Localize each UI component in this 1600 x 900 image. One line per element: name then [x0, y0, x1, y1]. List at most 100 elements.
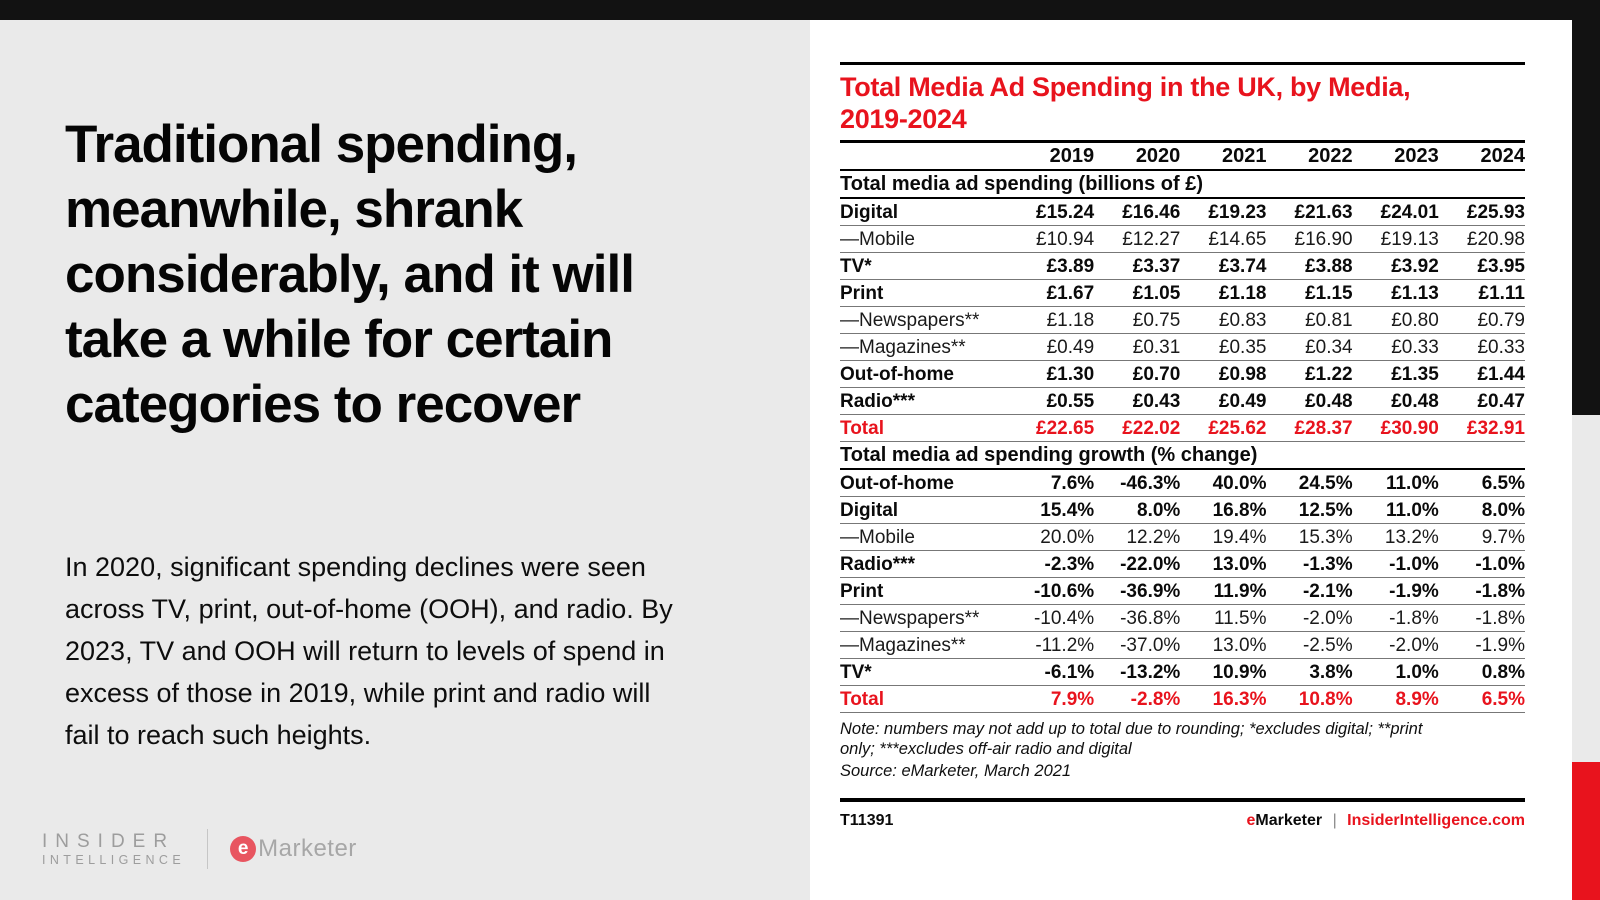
insider-intelligence-logo: INSIDER INTELLIGENCE	[42, 831, 185, 868]
footer-rule	[840, 798, 1525, 802]
table-row: Total £22.65 £22.02 £25.62 £28.37 £30.90 £32.9…	[840, 414, 1525, 442]
table-cell: £30.90	[1352, 414, 1439, 442]
table-cell: £0.81	[1266, 306, 1353, 334]
row-label: Print	[840, 279, 1008, 307]
table-cell: 13.0%	[1180, 631, 1267, 659]
table-cell: 10.9%	[1180, 658, 1267, 686]
table-cell: -1.0%	[1438, 550, 1525, 578]
table-cell: £14.65	[1180, 225, 1267, 253]
table-note: Note: numbers may not add up to total du…	[840, 720, 1423, 758]
section-header-row: Total media ad spending (billions of £)	[840, 170, 1525, 199]
table-cell: £0.47	[1438, 387, 1525, 415]
row-label: Radio***	[840, 387, 1008, 415]
footer-site-link[interactable]: InsiderIntelligence.com	[1347, 812, 1525, 829]
table-cell: £22.02	[1094, 414, 1181, 442]
table-cell: £0.48	[1266, 387, 1353, 415]
table-cell: 11.0%	[1352, 496, 1439, 524]
row-label: —Magazines**	[840, 333, 1008, 361]
table-cell: 1.0%	[1352, 658, 1439, 686]
table-cell: £0.33	[1438, 333, 1525, 361]
table-cell: -1.0%	[1352, 550, 1439, 578]
table-cell: -22.0%	[1094, 550, 1181, 578]
table-cell: £1.18	[1008, 306, 1095, 334]
table-cell: £25.62	[1180, 414, 1267, 442]
table-cell: £3.88	[1266, 252, 1353, 280]
table-cell: £1.22	[1266, 360, 1353, 388]
table-row: —Newspapers** £1.18 £0.75 £0.83 £0.81 £0.80 £0…	[840, 306, 1525, 334]
table-row: Radio*** -2.3% -22.0% 13.0% -1.3% -1.0% -1.0%	[840, 550, 1525, 578]
table-source: Source: eMarketer, March 2021	[840, 762, 1072, 780]
table-cell: -1.8%	[1438, 604, 1525, 632]
year-header: 2020	[1094, 143, 1181, 171]
table-cell: -37.0%	[1094, 631, 1181, 659]
table-cell: £3.74	[1180, 252, 1267, 280]
table-cell: £0.79	[1438, 306, 1525, 334]
table-row: —Mobile 20.0% 12.2% 19.4% 15.3% 13.2% 9.7%	[840, 523, 1525, 551]
table-row: Out-of-home 7.6% -46.3% 40.0% 24.5% 11.0% 6.5%	[840, 469, 1525, 497]
table-cell: 15.4%	[1008, 496, 1095, 524]
table-cell: 6.5%	[1438, 469, 1525, 497]
table-cell: £0.33	[1352, 333, 1439, 361]
footer-brand-e: e	[1246, 812, 1256, 829]
table-cell: £0.49	[1180, 387, 1267, 415]
table-cell: £1.11	[1438, 279, 1525, 307]
row-label: Out-of-home	[840, 360, 1008, 388]
table-cell: £3.89	[1008, 252, 1095, 280]
table-cell: 11.0%	[1352, 469, 1439, 497]
table-cell: £0.34	[1266, 333, 1353, 361]
year-header-blank	[840, 143, 1008, 171]
insider-wordmark: INSIDER	[42, 830, 176, 852]
table-cell: £1.13	[1352, 279, 1439, 307]
table-cell: 13.0%	[1180, 550, 1267, 578]
table-cell: 12.5%	[1266, 496, 1353, 524]
section-header: Total media ad spending (billions of £)	[840, 170, 1525, 199]
table-row: TV* -6.1% -13.2% 10.9% 3.8% 1.0% 0.8%	[840, 658, 1525, 686]
edge-strip-black	[1572, 0, 1600, 415]
table-cell: 7.6%	[1008, 469, 1095, 497]
table-cell: £0.49	[1008, 333, 1095, 361]
media-spending-table: 2019 2020 2021 2022 2023 2024 Total media ad …	[840, 143, 1525, 713]
table-cell: £0.83	[1180, 306, 1267, 334]
table-cell: £32.91	[1438, 414, 1525, 442]
years-header-row: 2019 2020 2021 2022 2023 2024	[840, 143, 1525, 171]
table-cell: -10.4%	[1008, 604, 1095, 632]
table-cell: £1.05	[1094, 279, 1181, 307]
year-header: 2019	[1008, 143, 1095, 171]
table-cell: 10.8%	[1266, 685, 1353, 713]
table-cell: £20.98	[1438, 225, 1525, 253]
table-row: Print £1.67 £1.05 £1.18 £1.15 £1.13 £1.11	[840, 279, 1525, 307]
table-cell: 11.9%	[1180, 577, 1267, 605]
row-label: —Newspapers**	[840, 604, 1008, 632]
row-label: TV*	[840, 658, 1008, 686]
row-label: Total	[840, 685, 1008, 713]
table-cell: £10.94	[1008, 225, 1095, 253]
row-label: Print	[840, 577, 1008, 605]
table-cell: £0.80	[1352, 306, 1439, 334]
table-card: Total Media Ad Spending in the UK, by Me…	[810, 20, 1572, 900]
table-cell: -1.3%	[1266, 550, 1353, 578]
table-cell: 19.4%	[1180, 523, 1267, 551]
table-cell: 8.0%	[1438, 496, 1525, 524]
edge-strip-red	[1572, 762, 1600, 900]
table-cell: £12.27	[1094, 225, 1181, 253]
table-cell: -2.5%	[1266, 631, 1353, 659]
year-header: 2021	[1180, 143, 1267, 171]
table-cell: £22.65	[1008, 414, 1095, 442]
row-label: Out-of-home	[840, 469, 1008, 497]
table-cell: -36.8%	[1094, 604, 1181, 632]
brand-footer: INSIDER INTELLIGENCE e Marketer	[42, 818, 357, 880]
year-header: 2024	[1438, 143, 1525, 171]
row-label: Digital	[840, 496, 1008, 524]
table-cell: 12.2%	[1094, 523, 1181, 551]
row-label: Radio***	[840, 550, 1008, 578]
row-label: Total	[840, 414, 1008, 442]
logo-divider	[207, 829, 209, 869]
table-cell: 13.2%	[1352, 523, 1439, 551]
intelligence-wordmark: INTELLIGENCE	[42, 852, 186, 867]
table-cell: £16.90	[1266, 225, 1353, 253]
emarketer-logo: e Marketer	[230, 835, 357, 863]
table-row: Radio*** £0.55 £0.43 £0.49 £0.48 £0.48 £0.47	[840, 387, 1525, 415]
table-cell: £0.75	[1094, 306, 1181, 334]
footer-brand: eMarketer | InsiderIntelligence.com	[1247, 812, 1526, 830]
table-cell: £0.55	[1008, 387, 1095, 415]
